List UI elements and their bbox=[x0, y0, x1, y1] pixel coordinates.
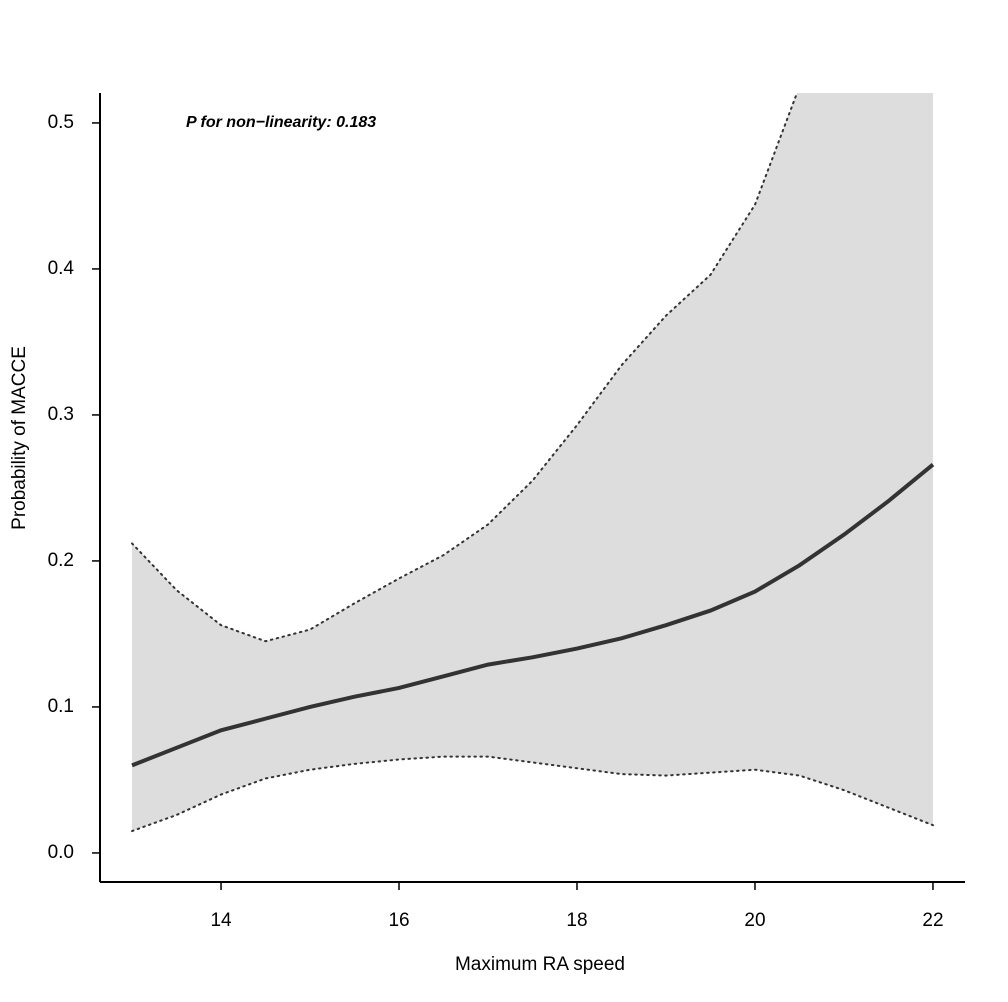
y-tick-label: 0.0 bbox=[48, 842, 74, 863]
lower-bound bbox=[131, 755, 934, 833]
x-tick-label: 18 bbox=[566, 910, 587, 931]
x-axis-label: Maximum RA speed bbox=[455, 954, 625, 975]
x-tick-label: 22 bbox=[922, 910, 943, 931]
annotation: P for non−linearity: 0.183 bbox=[186, 114, 376, 131]
fit-line bbox=[131, 463, 935, 768]
plot-area bbox=[131, 93, 935, 833]
y-tick-label: 0.5 bbox=[48, 112, 74, 133]
x-tick-label: 14 bbox=[210, 910, 232, 931]
x-tick-label: 16 bbox=[388, 910, 409, 931]
y-axis-label: Probability of MACCE bbox=[9, 346, 30, 530]
y-tick-label: 0.2 bbox=[48, 550, 74, 571]
confidence-band bbox=[132, 93, 933, 832]
y-tick-label: 0.1 bbox=[48, 696, 74, 717]
upper-bound bbox=[131, 93, 799, 643]
x-tick-label: 20 bbox=[744, 910, 765, 931]
y-tick-label: 0.3 bbox=[48, 404, 74, 425]
y-tick-label: 0.4 bbox=[48, 258, 75, 279]
